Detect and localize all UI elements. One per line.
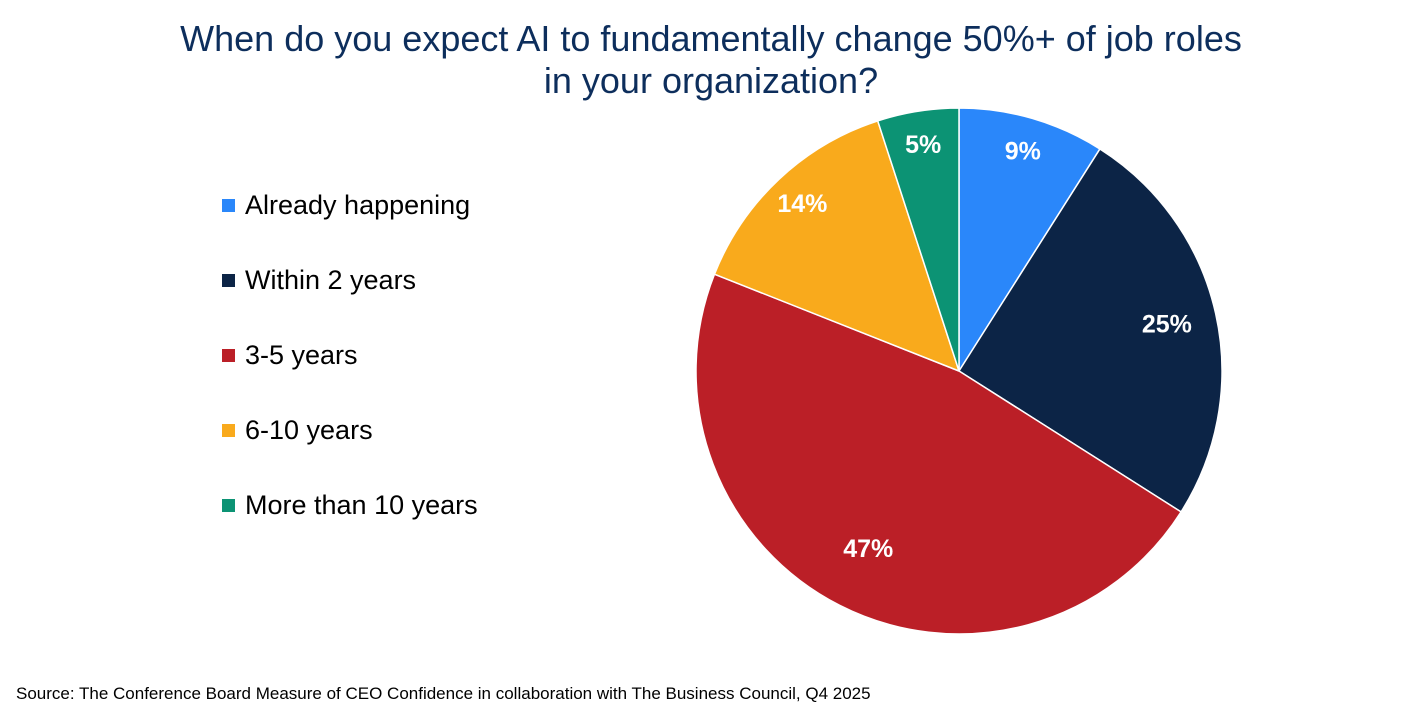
slice-data-label: 9% — [1005, 137, 1041, 165]
legend-item-more-than-10-years: More than 10 years — [222, 486, 478, 524]
pie-slice-already-happening — [958, 107, 1101, 374]
slice-data-label: 14% — [777, 190, 827, 218]
pie-slice-3-5-years — [695, 273, 1183, 635]
chart-title-line-1: When do you expect AI to fundamentally c… — [180, 18, 1242, 59]
pie-slice-more-than-10-years — [876, 107, 960, 372]
legend-label: Already happening — [245, 189, 471, 220]
slice-data-label: 25% — [1142, 311, 1192, 339]
legend-item-within-2-years: Within 2 years — [222, 261, 478, 299]
legend-swatch — [222, 423, 235, 437]
legend-swatch — [222, 348, 235, 362]
legend-item-already-happening: Already happening — [222, 186, 478, 224]
legend-swatch — [222, 273, 235, 287]
legend: Already happening Within 2 years 3-5 yea… — [222, 186, 478, 561]
legend-swatch — [222, 198, 235, 212]
legend-item-3-5-years: 3-5 years — [222, 336, 478, 374]
legend-label: More than 10 years — [245, 489, 478, 520]
slice-data-label: 5% — [905, 131, 941, 159]
legend-label: 3-5 years — [245, 339, 358, 370]
legend-swatch — [222, 498, 235, 512]
legend-label: Within 2 years — [245, 264, 417, 295]
slice-data-label: 47% — [843, 535, 893, 563]
source-note: Source: The Conference Board Measure of … — [16, 684, 871, 703]
legend-item-6-10-years: 6-10 years — [222, 411, 478, 449]
chart-title-line-2: in your organization? — [543, 60, 879, 101]
chart-title: When do you expect AI to fundamentally c… — [0, 18, 1422, 102]
legend-label: 6-10 years — [245, 414, 373, 445]
pie-slice-within-2-years — [957, 147, 1223, 513]
